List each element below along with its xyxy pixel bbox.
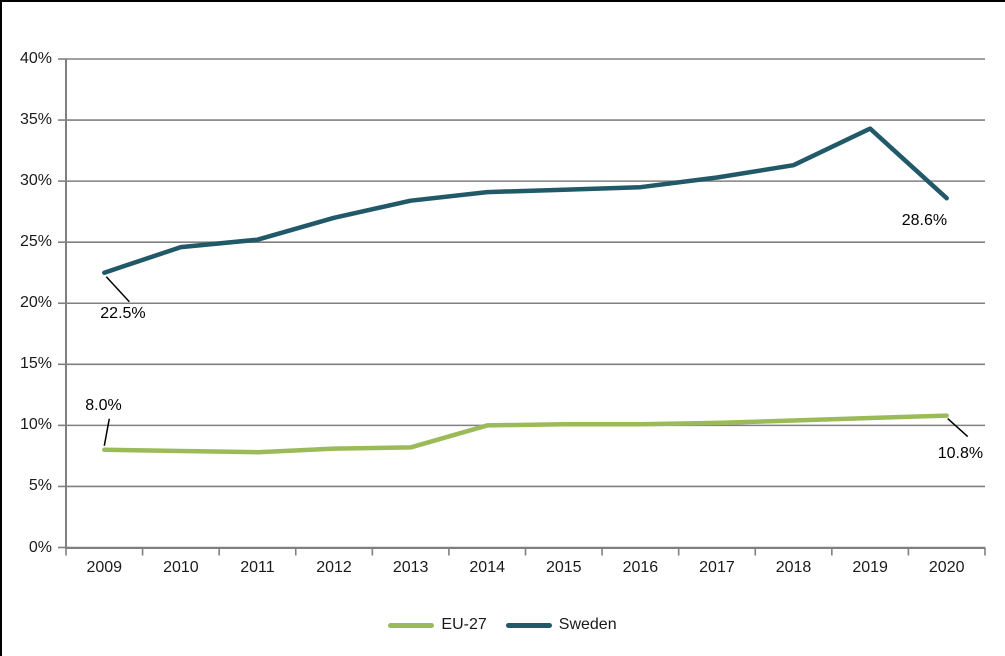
x-tick-label: 2014 <box>469 559 505 576</box>
canvas-border-top <box>0 0 1005 2</box>
x-tick-label: 2013 <box>392 559 429 576</box>
data-label-sweden-2009: 22.5% <box>100 304 146 322</box>
series-line-sweden <box>102 126 949 275</box>
y-tick-label: 35% <box>19 111 52 129</box>
data-label-sweden-2020: 28.6% <box>901 212 948 230</box>
eu27-line-swatch-icon <box>388 622 435 628</box>
legend: EU-27 Sweden <box>0 613 1005 637</box>
y-tick-label: 15% <box>19 355 52 373</box>
canvas-border-left <box>0 0 2 656</box>
x-tick-label: 2011 <box>240 559 275 576</box>
legend-item-sweden: Sweden <box>505 616 617 634</box>
y-tick-label: 25% <box>19 233 52 251</box>
y-tick-label: 40% <box>19 50 52 67</box>
sweden-line-swatch-icon <box>505 622 552 628</box>
y-tick-label: 20% <box>19 294 52 312</box>
x-tick-label: 2020 <box>928 559 965 576</box>
leader-line <box>947 418 969 438</box>
y-tick-label: 30% <box>19 172 52 190</box>
x-tick-label: 2010 <box>163 559 199 576</box>
legend-item-eu27: EU-27 <box>388 616 487 634</box>
y-tick-label: 10% <box>19 416 52 434</box>
x-tick-label: 2018 <box>775 559 812 576</box>
data-label-eu27-2020: 10.8% <box>937 444 984 462</box>
x-tick-label: 2016 <box>622 559 659 576</box>
gridlines <box>66 58 985 549</box>
axes <box>58 58 986 556</box>
data-label-eu27-2009: 8.0% <box>85 396 122 414</box>
x-tick-label: 2009 <box>86 559 123 576</box>
leader-line <box>103 418 111 446</box>
x-tick-label: 2015 <box>545 559 582 576</box>
y-tick-label: 5% <box>28 477 52 495</box>
x-tick-label: 2012 <box>316 559 352 576</box>
series-line-eu27 <box>102 413 949 455</box>
legend-label-sweden: Sweden <box>558 616 617 633</box>
x-tick-label: 2017 <box>699 559 735 576</box>
x-tick-label: 2019 <box>852 559 888 576</box>
legend-label-eu27: EU-27 <box>441 616 487 633</box>
y-tick-label: 0% <box>28 538 52 556</box>
leader-line <box>105 276 130 303</box>
